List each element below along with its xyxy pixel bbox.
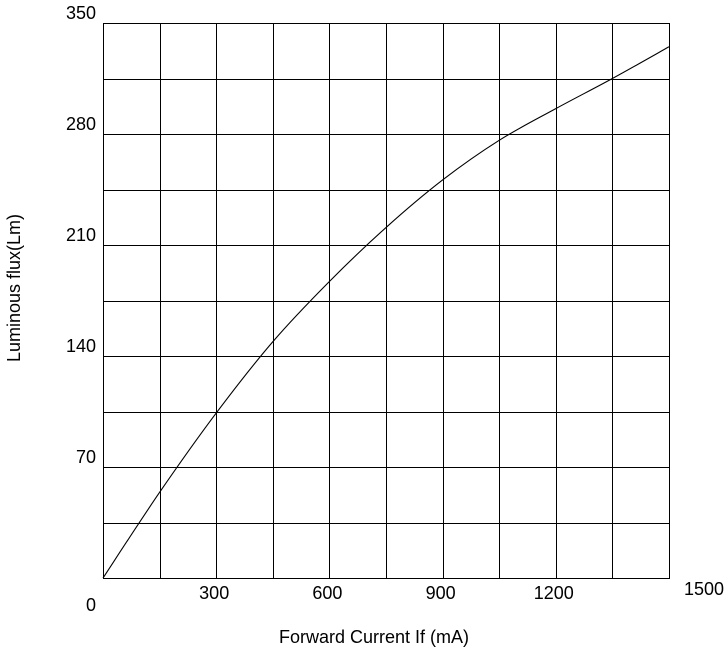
grid-lines (103, 23, 669, 578)
series-line-0 (102, 46, 670, 579)
series-group (102, 46, 670, 579)
y-tick-label: 280 (66, 114, 96, 134)
plot-frame (103, 23, 670, 579)
x-tick-label: 1500 (684, 579, 724, 599)
y-axis-title: Luminous flux(Lm) (4, 214, 24, 362)
x-tick-label: 300 (199, 583, 229, 603)
y-tick-label: 70 (76, 447, 96, 467)
x-tick-labels: 0 300 600 900 1200 1500 (86, 579, 724, 615)
y-tick-label: 210 (66, 225, 96, 245)
y-tick-label: 140 (66, 336, 96, 356)
x-tick-label: 900 (426, 583, 456, 603)
x-tick-label: 0 (86, 595, 96, 615)
x-axis-title: Forward Current If (mA) (279, 627, 469, 647)
x-tick-label: 600 (312, 583, 342, 603)
x-tick-label: 1200 (534, 583, 574, 603)
y-tick-labels: 70 140 210 280 350 (66, 3, 96, 467)
y-tick-label: 350 (66, 3, 96, 23)
